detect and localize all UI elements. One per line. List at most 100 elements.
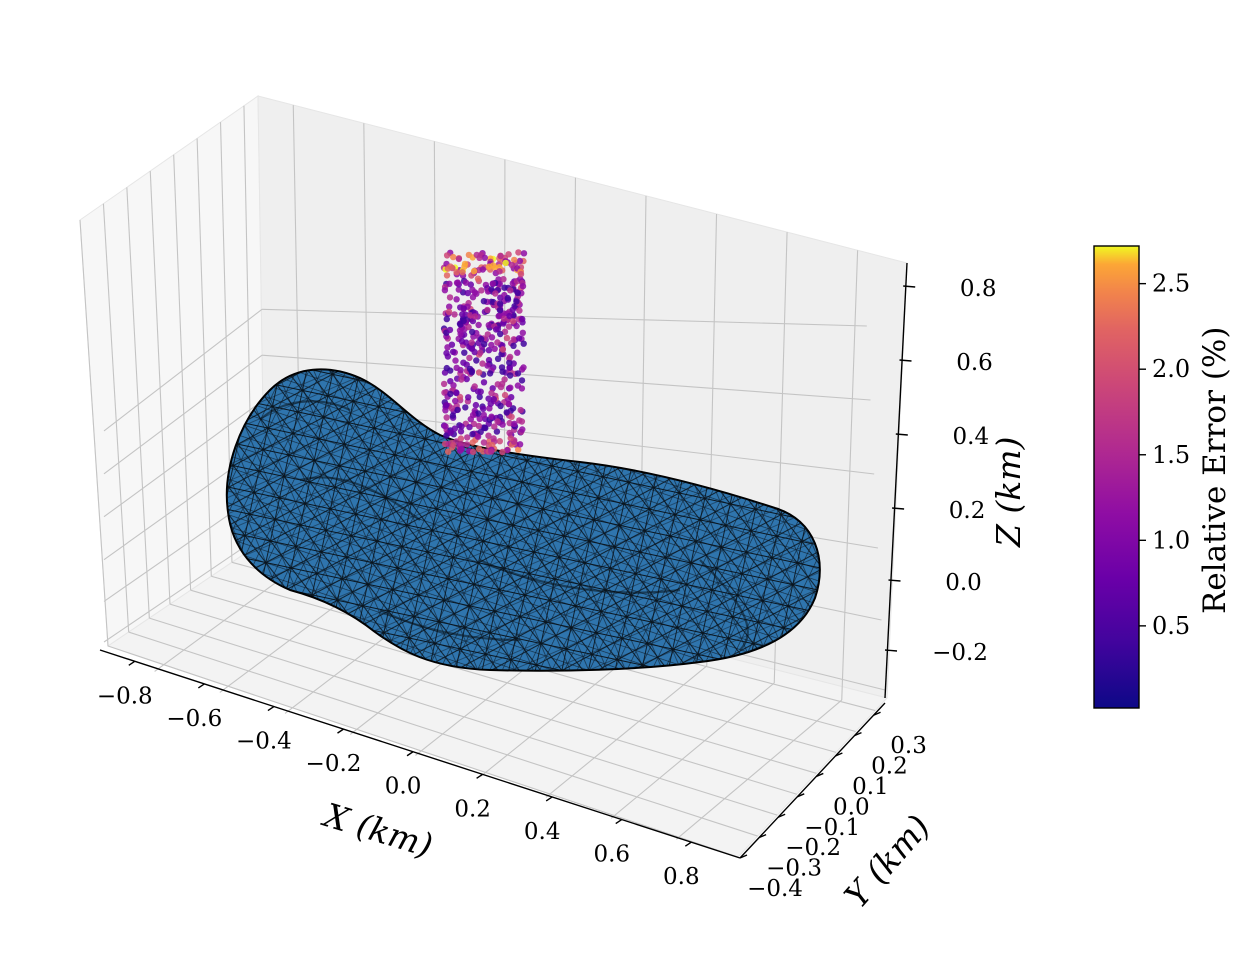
scatter-point bbox=[472, 401, 480, 409]
scatter-point bbox=[518, 377, 526, 384]
colorbar-ticks: 0.5 1.0 1.5 2.0 2.5 bbox=[1139, 270, 1190, 640]
scatter-point bbox=[514, 370, 522, 377]
scatter-point bbox=[447, 390, 454, 398]
scatter-point bbox=[482, 424, 489, 432]
z-ticks: −0.2 0.0 0.2 0.4 0.6 0.8 bbox=[884, 276, 997, 666]
z-tick-label: 0.4 bbox=[953, 424, 990, 450]
scatter-points bbox=[440, 249, 528, 456]
scatter-point bbox=[490, 435, 497, 442]
scatter-point bbox=[488, 286, 495, 293]
scatter-point bbox=[509, 306, 516, 314]
scatter-point bbox=[488, 341, 495, 349]
scatter-point bbox=[491, 423, 498, 430]
scatter-point bbox=[494, 339, 501, 346]
scatter-point bbox=[477, 349, 484, 356]
y-axis-line bbox=[739, 702, 886, 859]
scatter-point bbox=[507, 372, 514, 379]
scatter-point bbox=[458, 445, 465, 452]
scatter-point bbox=[490, 396, 497, 403]
scatter-point bbox=[518, 385, 526, 392]
x-tick-label: 0.8 bbox=[663, 864, 700, 890]
colorbar-tick-label: 1.0 bbox=[1152, 526, 1190, 554]
x-tick-mark bbox=[545, 796, 553, 802]
scatter-point bbox=[519, 426, 526, 433]
scatter-point bbox=[499, 448, 506, 456]
grid-line bbox=[261, 308, 867, 327]
scatter-point bbox=[501, 328, 509, 335]
scatter-point bbox=[459, 311, 466, 318]
scatter-point bbox=[492, 326, 500, 333]
colorbar-gradient bbox=[1093, 245, 1140, 709]
x-tick-label: 0.0 bbox=[385, 774, 422, 800]
scatter-point bbox=[475, 321, 482, 329]
scatter-point bbox=[499, 346, 506, 353]
scatter-point bbox=[480, 439, 488, 446]
scatter-point bbox=[454, 279, 461, 286]
scatter-point bbox=[474, 433, 482, 440]
scatter-point bbox=[441, 287, 449, 294]
scatter-point bbox=[450, 253, 457, 261]
z-tick-label: 0.8 bbox=[960, 276, 997, 302]
y-tick-label: 0.0 bbox=[833, 794, 870, 820]
scatter-point bbox=[464, 434, 471, 441]
scatter-point bbox=[450, 382, 457, 389]
scatter-point bbox=[506, 364, 513, 371]
scatter-point bbox=[457, 330, 464, 338]
grid-line bbox=[103, 308, 263, 432]
grid-line bbox=[545, 665, 708, 798]
scatter-point bbox=[519, 329, 526, 336]
scatter-point bbox=[469, 328, 476, 336]
scatter-point bbox=[504, 294, 511, 302]
scatter-point bbox=[490, 262, 497, 269]
scatter-point bbox=[474, 275, 482, 282]
x-tick-mark bbox=[684, 841, 692, 847]
y-tick-label: 0.1 bbox=[852, 774, 889, 800]
x-axis-line bbox=[99, 649, 741, 859]
scatter-point bbox=[455, 286, 462, 293]
z-tick-mark bbox=[903, 285, 916, 288]
scatter-point bbox=[457, 435, 465, 442]
scatter-point bbox=[454, 406, 461, 414]
scatter-point bbox=[508, 413, 515, 420]
x-tick-label: −0.6 bbox=[166, 706, 222, 732]
x-tick-mark bbox=[337, 728, 344, 734]
scatter-point bbox=[480, 411, 487, 419]
scatter-point bbox=[453, 269, 460, 276]
scatter-point bbox=[457, 428, 465, 435]
scatter-point bbox=[506, 429, 513, 437]
z-tick-label: 0.6 bbox=[956, 350, 993, 376]
z-tick-label: −0.2 bbox=[932, 640, 988, 666]
scatter-point bbox=[455, 255, 463, 263]
scatter-point bbox=[515, 335, 523, 342]
scatter-point bbox=[515, 446, 522, 453]
scatter-point bbox=[442, 402, 450, 409]
x-tick-label: −0.8 bbox=[97, 683, 153, 709]
scatter-point bbox=[451, 311, 458, 318]
scatter-point bbox=[517, 270, 525, 278]
scatter-point bbox=[477, 428, 484, 436]
grid-line bbox=[261, 354, 871, 401]
scatter-point bbox=[464, 289, 471, 297]
scatter-point bbox=[480, 405, 487, 412]
scatter-point bbox=[446, 326, 454, 334]
scatter-point bbox=[443, 272, 451, 279]
scatter-point bbox=[496, 307, 504, 314]
scatter-point bbox=[460, 317, 467, 325]
scatter-point bbox=[511, 420, 518, 427]
scatter-point bbox=[513, 322, 520, 330]
x-tick-label: 0.4 bbox=[524, 819, 561, 845]
scatter-point bbox=[506, 312, 513, 320]
scatter-point bbox=[467, 281, 474, 288]
colorbar-tick-label: 0.5 bbox=[1152, 612, 1190, 640]
z-tick-label: 0.2 bbox=[949, 498, 986, 524]
scatter-point bbox=[448, 405, 455, 412]
scatter-point bbox=[496, 300, 504, 307]
colorbar-tick-label: 1.5 bbox=[1152, 441, 1190, 469]
scatter-point bbox=[466, 354, 473, 362]
x-tick-mark bbox=[197, 683, 205, 689]
y-tick-label: 0.3 bbox=[890, 733, 927, 759]
scatter-point bbox=[471, 313, 479, 320]
scatter-point bbox=[497, 252, 504, 260]
scatter-point bbox=[461, 263, 468, 270]
